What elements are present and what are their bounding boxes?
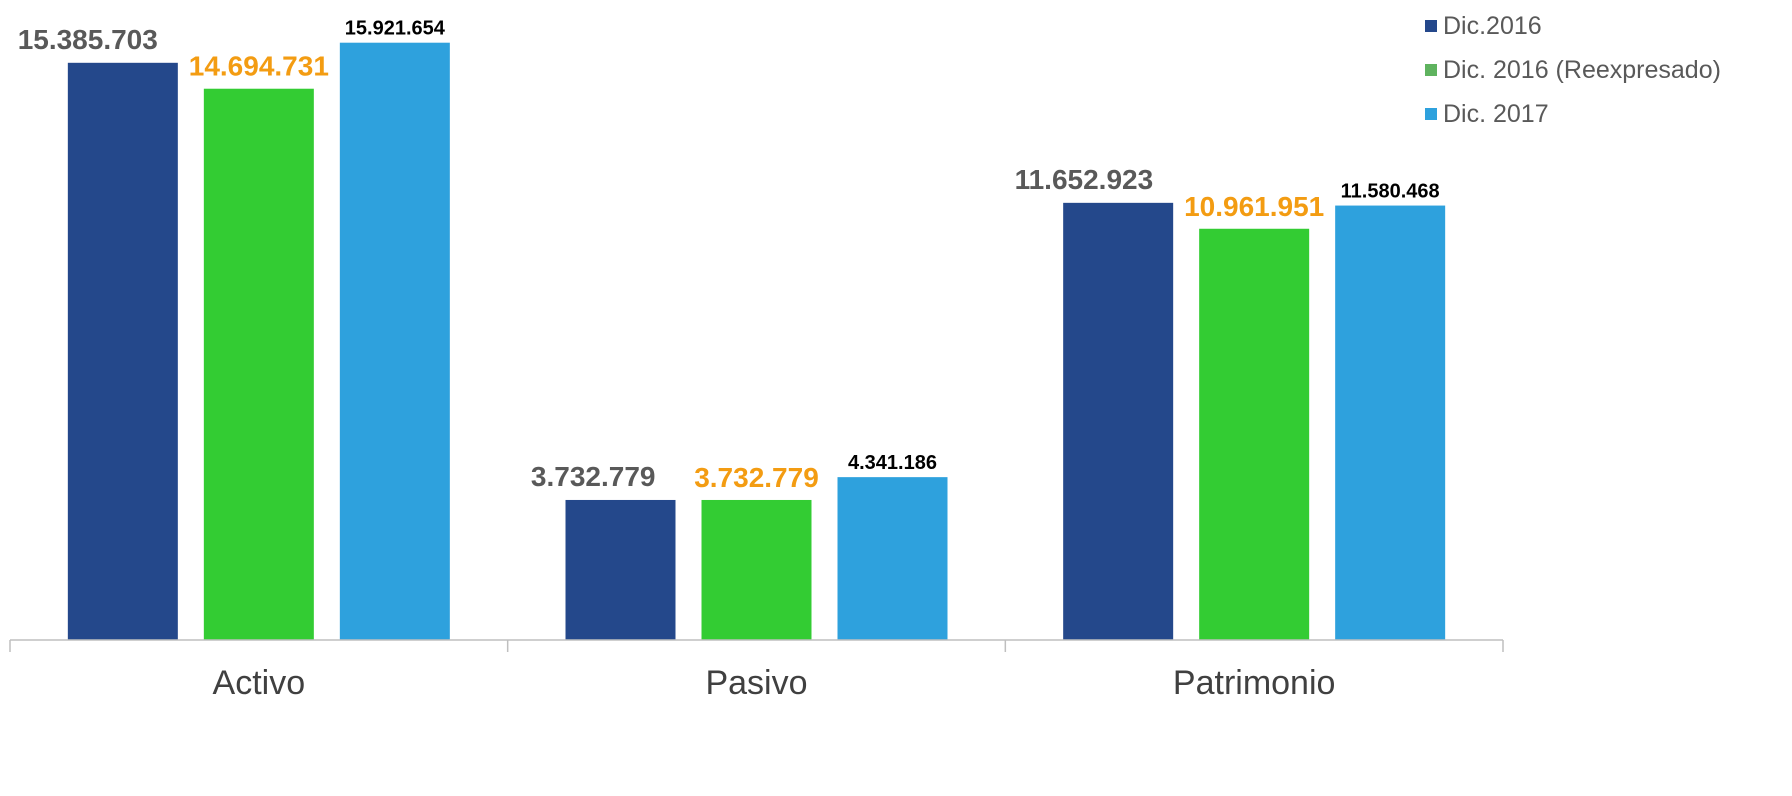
bar-pasivo-dic-2016-reexpresado xyxy=(701,499,812,640)
data-label-activo-dic-2016: 15.385.703 xyxy=(18,24,158,55)
data-label-activo-dic-2016-reexpresado: 14.694.731 xyxy=(189,51,329,82)
x-tick-label-pasivo: Pasivo xyxy=(705,664,807,702)
bar-activo-dic-2016-reexpresado xyxy=(203,88,314,641)
data-label-pasivo-dic-2016-reexpresado: 3.732.779 xyxy=(694,462,819,493)
data-label-patrimonio-dic-2016: 11.652.923 xyxy=(1015,164,1154,195)
x-tick-label-patrimonio: Patrimonio xyxy=(1173,664,1336,702)
bars-group xyxy=(67,42,1446,641)
bar-pasivo-dic-2017 xyxy=(837,477,948,640)
legend-swatch-dic-2017 xyxy=(1425,108,1437,120)
data-labels-group: 15.385.703 14.694.731 15.921.654 3.732.779 3… xyxy=(18,18,1440,493)
data-label-activo-dic-2017: 15.921.654 xyxy=(345,18,446,40)
legend-label-dic-2017: Dic. 2017 xyxy=(1443,99,1549,128)
legend-swatch-dic-2016-reexpresado xyxy=(1425,64,1437,76)
data-label-patrimonio-dic-2017: 11.580.468 xyxy=(1341,181,1440,203)
data-label-pasivo-dic-2017: 4.341.186 xyxy=(848,452,937,474)
legend-item-dic-2016-reexpresado: Dic. 2016 (Reexpresado) xyxy=(1425,48,1721,92)
legend: Dic.2016 Dic. 2016 (Reexpresado) Dic. 20… xyxy=(1425,4,1721,136)
legend-swatch-dic-2016 xyxy=(1425,20,1437,32)
data-label-patrimonio-dic-2016-reexpresado: 10.961.951 xyxy=(1184,191,1324,222)
legend-label-dic-2016: Dic.2016 xyxy=(1443,11,1542,40)
bar-activo-dic-2017 xyxy=(339,42,450,641)
x-tick-label-activo: Activo xyxy=(213,664,306,702)
bar-patrimonio-dic-2016 xyxy=(1063,202,1174,641)
bar-patrimonio-dic-2017 xyxy=(1335,205,1446,640)
x-axis: Activo Pasivo Patrimonio xyxy=(9,639,1504,702)
bar-pasivo-dic-2016 xyxy=(565,499,676,640)
legend-item-dic-2016: Dic.2016 xyxy=(1425,4,1721,48)
legend-label-dic-2016-reexpresado: Dic. 2016 (Reexpresado) xyxy=(1443,55,1721,84)
bar-activo-dic-2016 xyxy=(67,62,178,640)
data-label-pasivo-dic-2016: 3.732.779 xyxy=(531,461,656,492)
legend-item-dic-2017: Dic. 2017 xyxy=(1425,92,1721,136)
bar-patrimonio-dic-2016-reexpresado xyxy=(1199,228,1310,640)
